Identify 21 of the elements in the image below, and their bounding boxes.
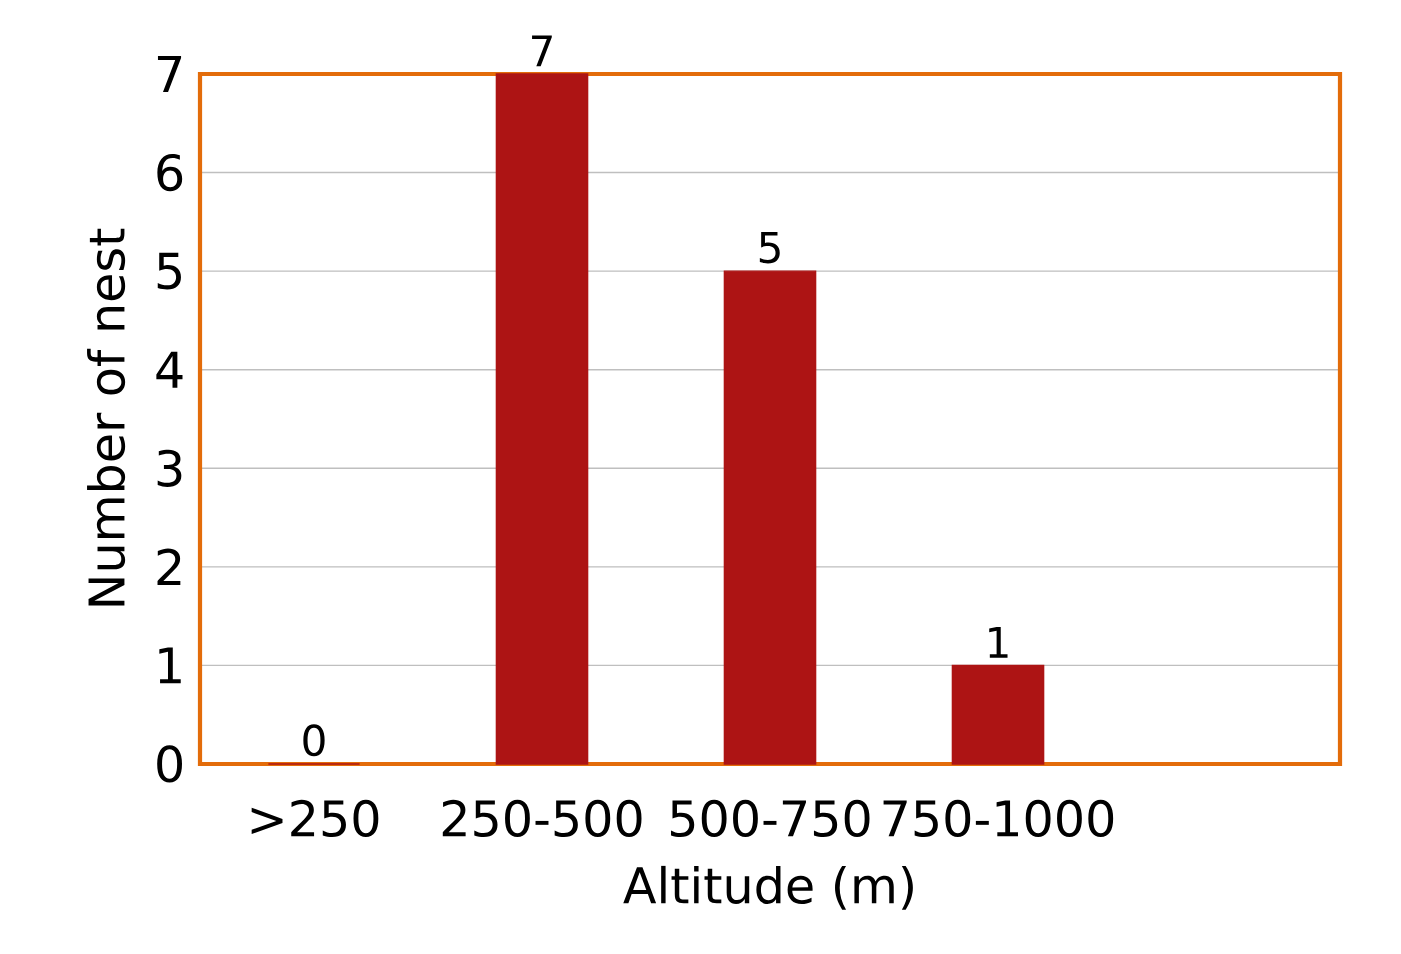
x-tick-label: 250-500 — [442, 799, 642, 838]
y-tick-label: 6 — [157, 153, 183, 192]
x-tick-label: 750-1000 — [883, 799, 1114, 838]
data-label: 7 — [532, 35, 552, 67]
y-tick-label: 3 — [157, 449, 182, 487]
data-label: 0 — [303, 724, 325, 757]
y-axis-title: Number of nest — [87, 228, 126, 606]
bar — [495, 73, 589, 765]
bar — [723, 270, 817, 765]
bar — [951, 664, 1045, 765]
y-tick-label: 5 — [157, 252, 181, 290]
y-tick-label: 4 — [156, 351, 183, 388]
y-tick-label: 0 — [157, 745, 182, 783]
data-label: 1 — [989, 626, 1008, 658]
data-label: 5 — [759, 232, 780, 264]
x-tick-label: >250 — [251, 799, 379, 838]
x-axis-title: Altitude (m) — [623, 865, 913, 910]
y-tick-label: 2 — [157, 548, 181, 586]
y-tick-label: 7 — [157, 56, 182, 92]
y-tick-label: 1 — [159, 647, 181, 684]
x-tick-label: 500-750 — [671, 799, 870, 838]
